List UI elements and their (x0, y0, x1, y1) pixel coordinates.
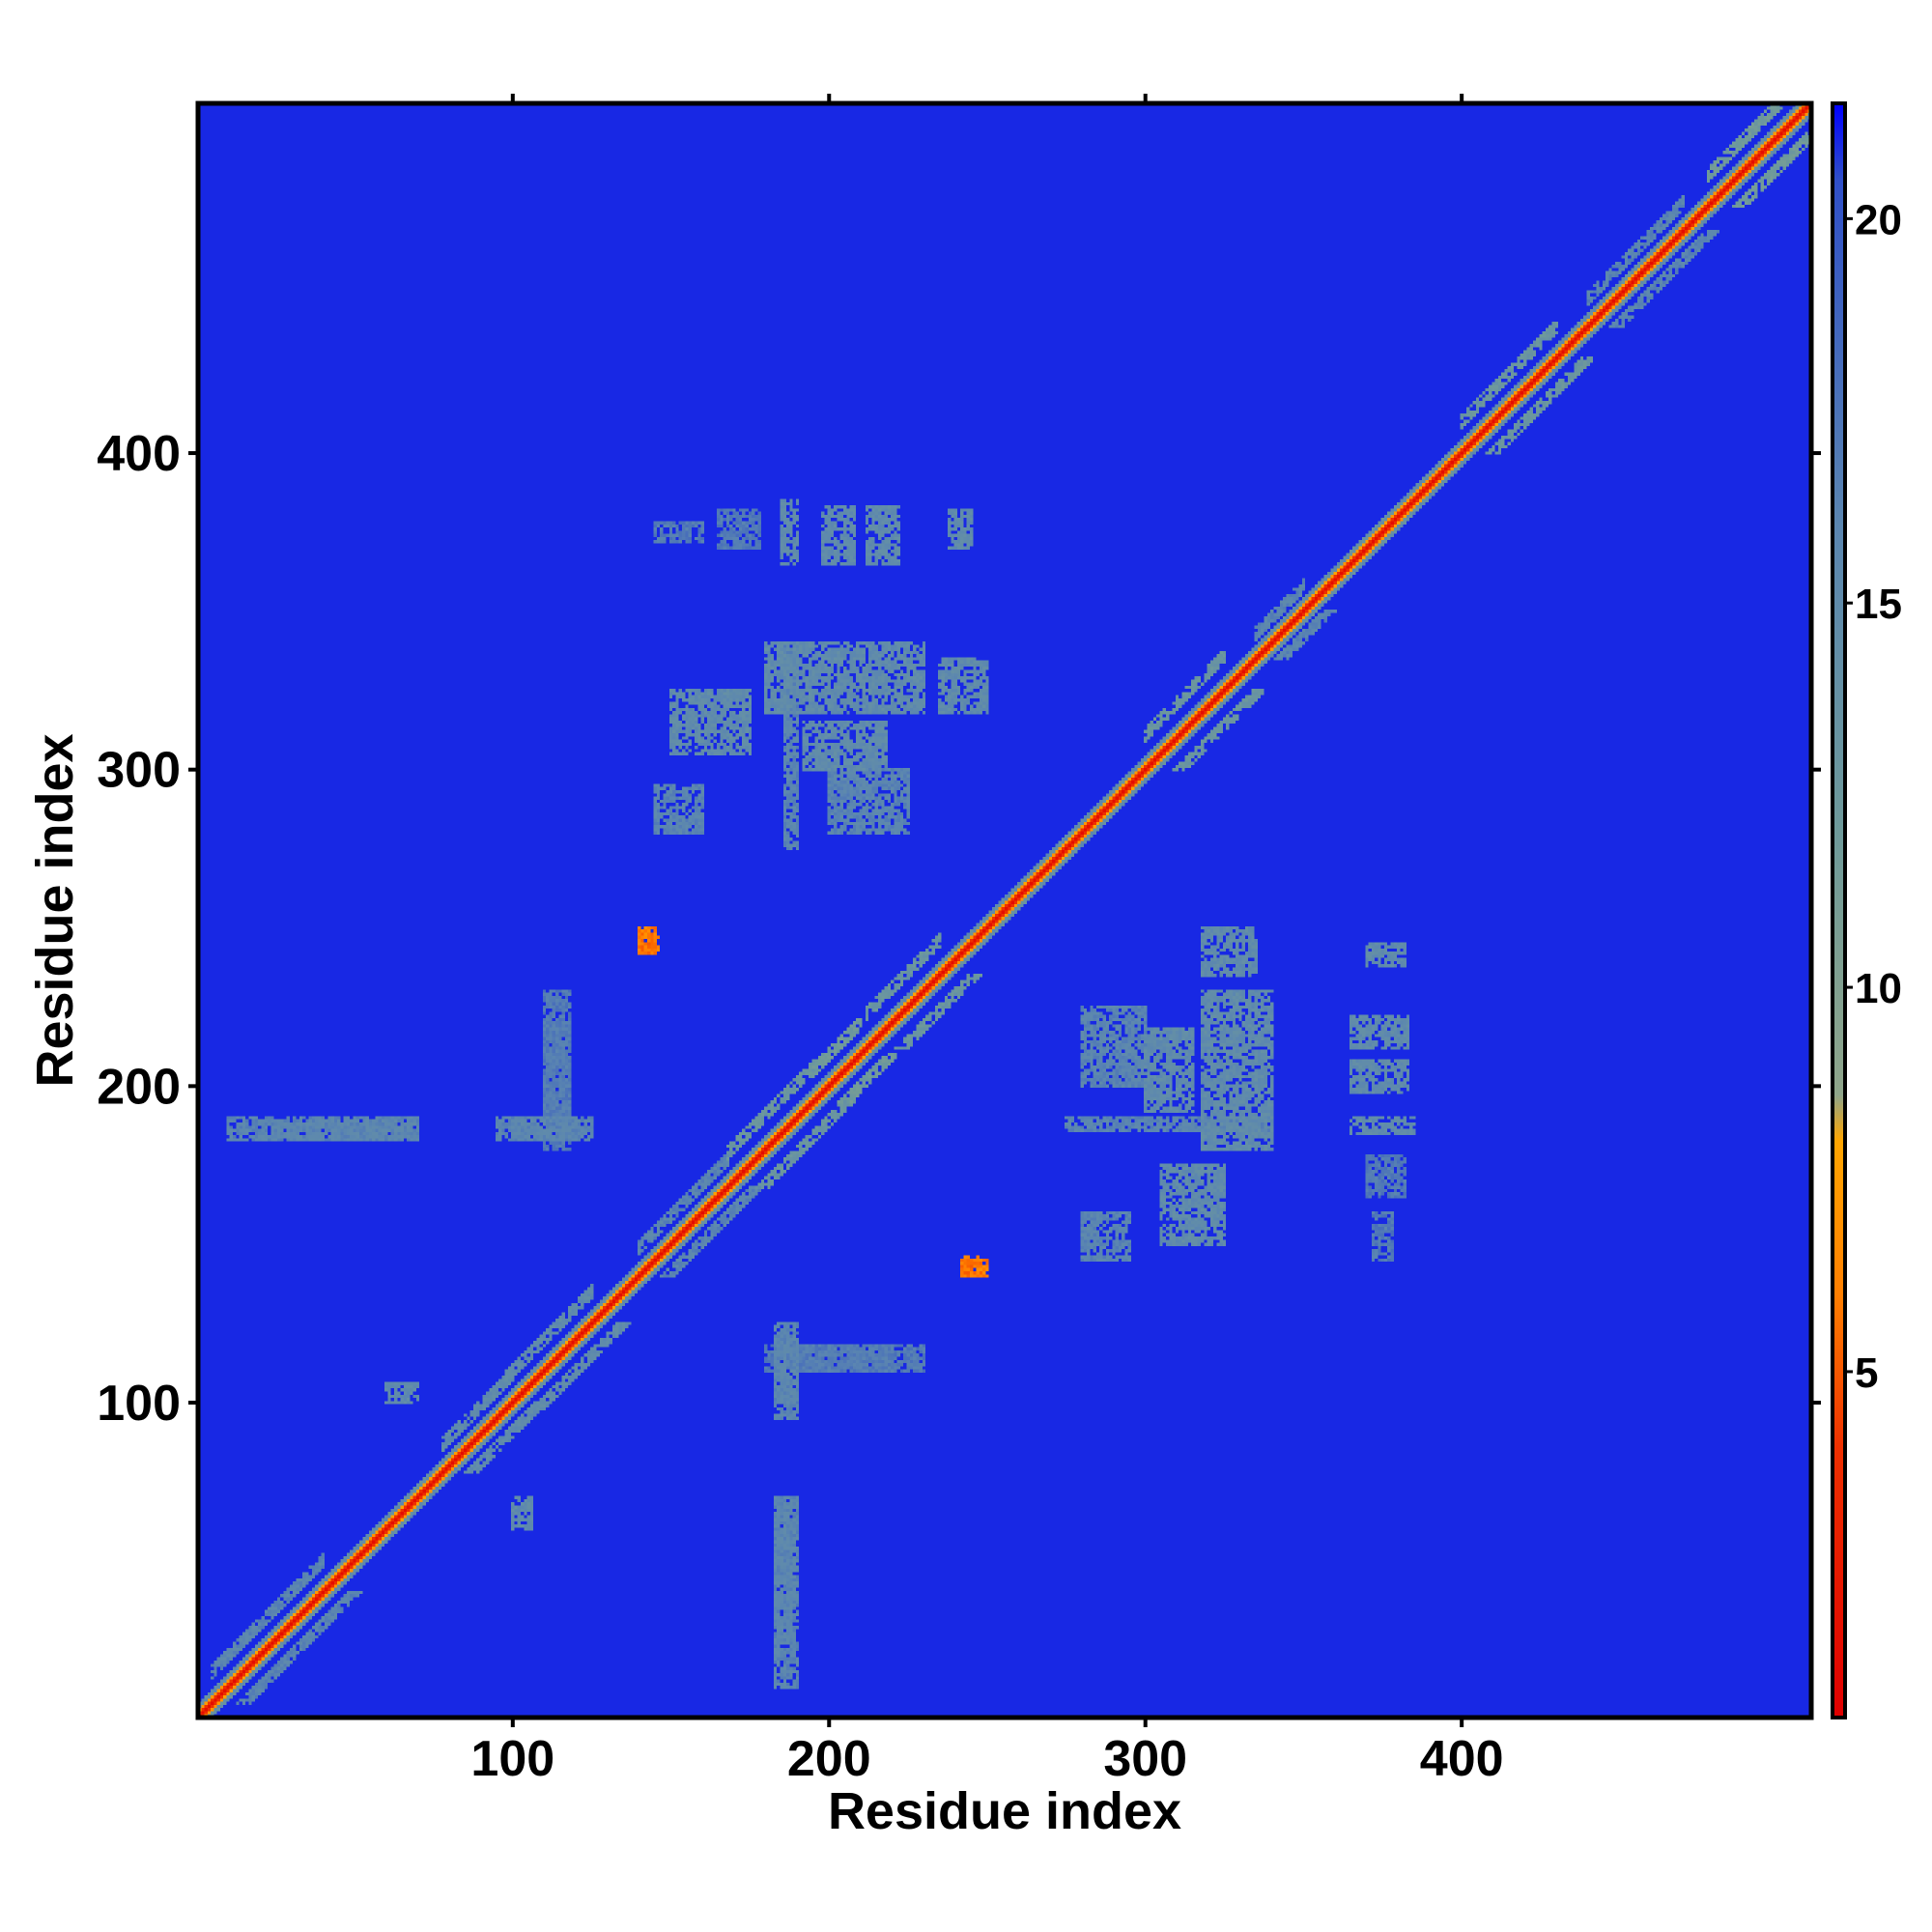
heatmap-cells (198, 103, 1811, 1718)
colorbar-tick-label: 5 (1855, 1350, 1878, 1397)
y-axis-title: Residue index (26, 733, 84, 1087)
y-tick-label: 100 (97, 1376, 181, 1432)
colorbar-tick-label: 20 (1855, 196, 1902, 243)
colorbar: 5 10 15 20 (1831, 101, 1902, 1719)
colorbar-tick-label: 10 (1855, 965, 1902, 1012)
x-tick-label: 400 (1420, 1731, 1504, 1787)
y-tick-label: 300 (97, 743, 181, 799)
colorbar-tick-label: 15 (1855, 581, 1902, 628)
x-axis-title: Residue index (828, 1782, 1181, 1840)
x-tick-label: 100 (470, 1731, 554, 1787)
y-tick-label: 200 (97, 1059, 181, 1115)
y-tick-label: 400 (97, 426, 181, 482)
colorbar-scale (1831, 101, 1847, 1719)
plot-frame (195, 100, 1814, 1720)
x-tick-label: 200 (787, 1731, 871, 1787)
y-axis-ticks: 100 200 300 400 (97, 426, 1821, 1432)
x-axis-ticks: 100 200 300 400 (470, 94, 1504, 1787)
x-tick-label: 300 (1103, 1731, 1187, 1787)
heatmap-image (198, 103, 1811, 1718)
